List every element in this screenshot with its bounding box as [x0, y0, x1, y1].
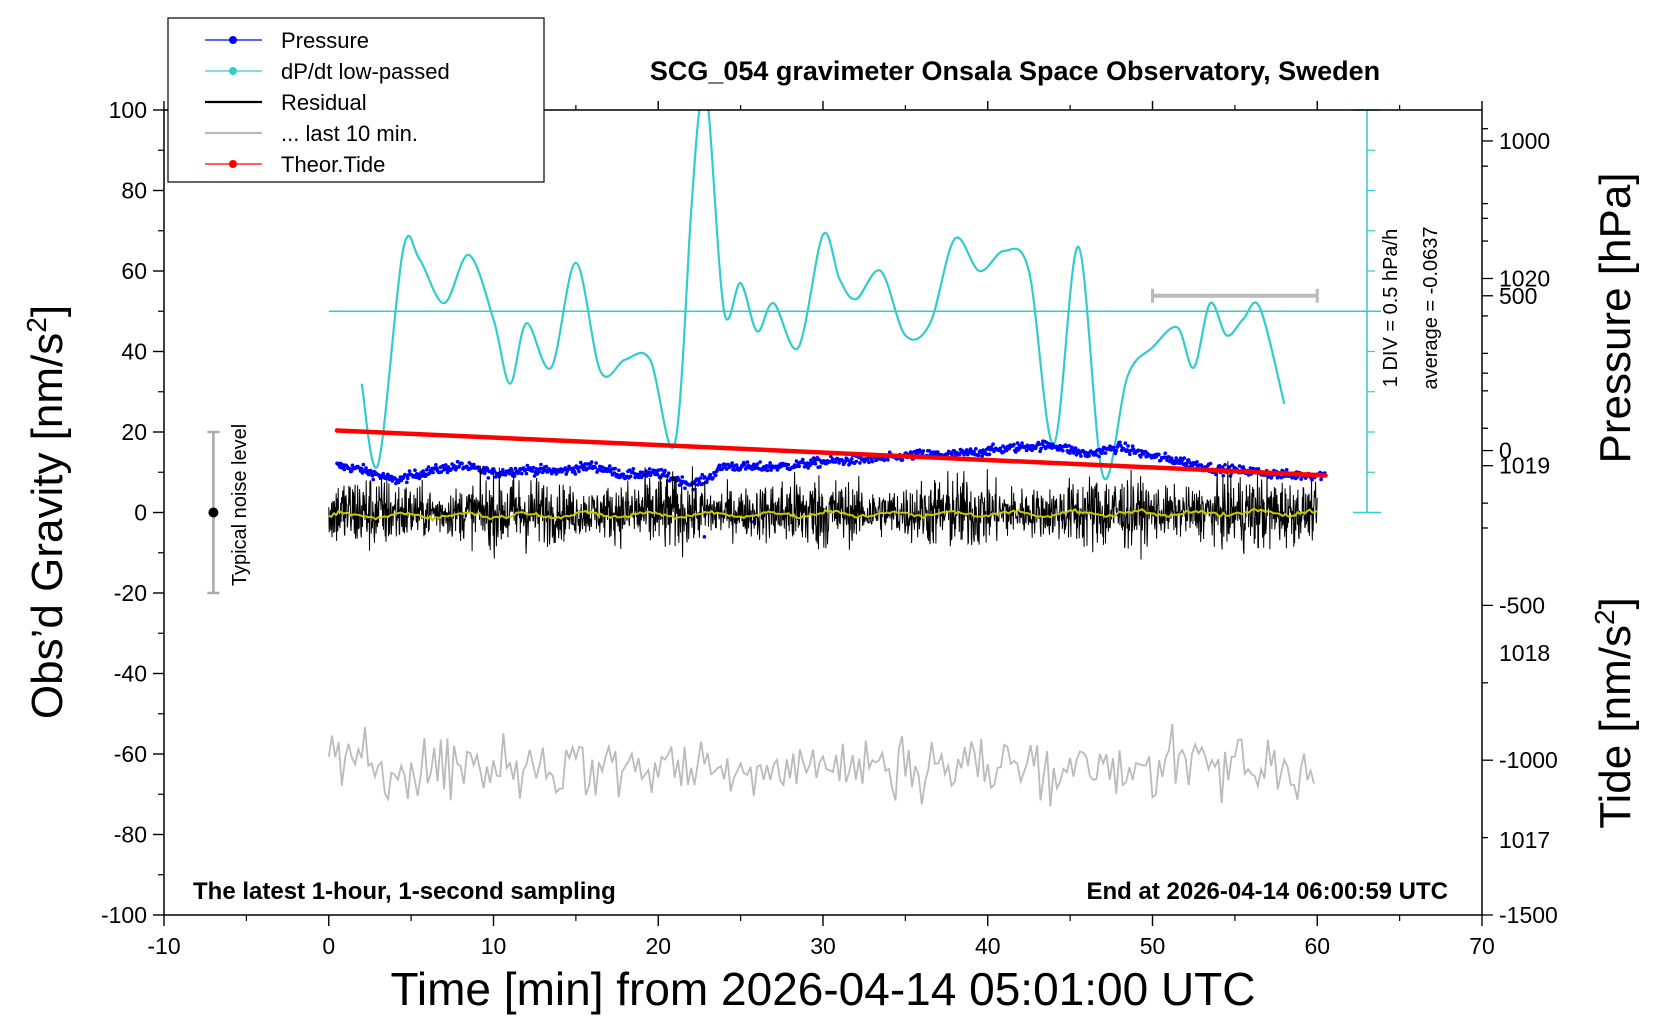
pressure-tick-label: 1020 — [1499, 265, 1550, 291]
y-tick-label: -20 — [114, 580, 147, 606]
annotation-bottom-left: The latest 1-hour, 1-second sampling — [193, 878, 616, 905]
legend-box — [167, 17, 545, 183]
tide-line — [334, 428, 1328, 478]
y-axis-label-left: Obs’d Gravity [nm/s2] — [21, 305, 72, 719]
legend-swatch-dot — [229, 67, 237, 75]
x-tick-label: 40 — [975, 933, 1001, 959]
y-tick-label: 0 — [134, 500, 147, 526]
y-axis-label-tide: Tide [nm/s2] — [1589, 597, 1640, 829]
x-tick-label: 30 — [810, 933, 836, 959]
residual-smooth-line — [328, 507, 1318, 523]
y-axis-label-tide-sup: 2 — [1589, 609, 1620, 625]
x-tick-label: -10 — [147, 933, 180, 959]
tide-tick-label: 1000 — [1499, 128, 1550, 154]
y-axis-label-left-main: Obs’d Gravity [nm/s — [23, 333, 72, 719]
x-tick-label: 0 — [322, 933, 335, 959]
y-tick-label: -80 — [114, 822, 147, 848]
x-tick-label: 60 — [1304, 933, 1330, 959]
div-label: 1 DIV = 0.5 hPa/h — [1380, 229, 1402, 387]
axes-layer: -10 0 10 20 30 40 50 60 70-100-80-60-40-20020406… — [101, 97, 1558, 959]
y-axis-label-tide-main: Tide [nm/s — [1591, 625, 1640, 829]
legend-swatch-dot — [229, 36, 237, 44]
pressure-tick-label: 1017 — [1499, 827, 1550, 853]
dpdt-line — [360, 110, 1286, 481]
x-tick-label: 10 — [481, 933, 507, 959]
tide-tick-label: 500 — [1499, 283, 1537, 309]
pressure-dots — [335, 439, 1327, 492]
residual-line — [328, 461, 1318, 560]
x-tick-label: 70 — [1469, 933, 1495, 959]
legend-swatch-dot — [229, 160, 237, 168]
y-tick-label: -40 — [114, 661, 147, 687]
legend-entry-label: Pressure — [281, 28, 369, 53]
y-tick-label: 60 — [121, 258, 147, 284]
chart-title: SCG_054 gravimeter Onsala Space Observat… — [650, 56, 1380, 86]
average-label: average = -0.0637 — [1420, 227, 1442, 390]
noise-center-dot — [208, 507, 219, 518]
noise-level-label: Typical noise level — [229, 424, 251, 586]
tide-tick-label: -1000 — [1499, 747, 1558, 773]
y-axis-label-pressure: Pressure [hPa] — [1591, 172, 1640, 463]
tide-tick-label: -500 — [1499, 592, 1545, 618]
y-tick-label: 80 — [121, 178, 147, 204]
last10-line — [327, 723, 1315, 807]
annotation-bottom-right: End at 2026-04-14 06:00:59 UTC — [1087, 878, 1449, 905]
legend: Pressure dP/dt low-passed Residual ... last… — [167, 17, 545, 183]
legend-entry-label: dP/dt low-passed — [281, 59, 450, 84]
legend-entry-label: Theor.Tide — [281, 152, 385, 177]
y-tick-label: 40 — [121, 339, 147, 365]
y-tick-label: 100 — [109, 97, 147, 123]
y-axis-label-tide-end: ] — [1591, 597, 1640, 609]
tide-tick-label: -1500 — [1499, 902, 1558, 928]
pressure-tick-label: 1019 — [1499, 453, 1550, 479]
legend-entry-label: Residual — [281, 90, 367, 115]
pressure-outlier — [702, 535, 707, 539]
legend-entry-label: ... last 10 min. — [281, 121, 418, 146]
x-axis-label: Time [min] from 2026-04-14 05:01:00 UTC — [391, 963, 1256, 1015]
plot-clipped-layer — [327, 110, 1328, 807]
y-tick-label: -60 — [114, 741, 147, 767]
data-layer — [207, 109, 1381, 807]
y-axis-label-left-end: ] — [23, 305, 72, 317]
pressure-tick-label: 1018 — [1499, 640, 1550, 666]
tide-tick-label: 0 — [1499, 438, 1512, 464]
y-tick-label: -100 — [101, 902, 147, 928]
y-axis-label-left-sup: 2 — [21, 317, 52, 333]
x-tick-label: 50 — [1140, 933, 1166, 959]
x-tick-label: 20 — [645, 933, 671, 959]
y-tick-label: 20 — [121, 419, 147, 445]
